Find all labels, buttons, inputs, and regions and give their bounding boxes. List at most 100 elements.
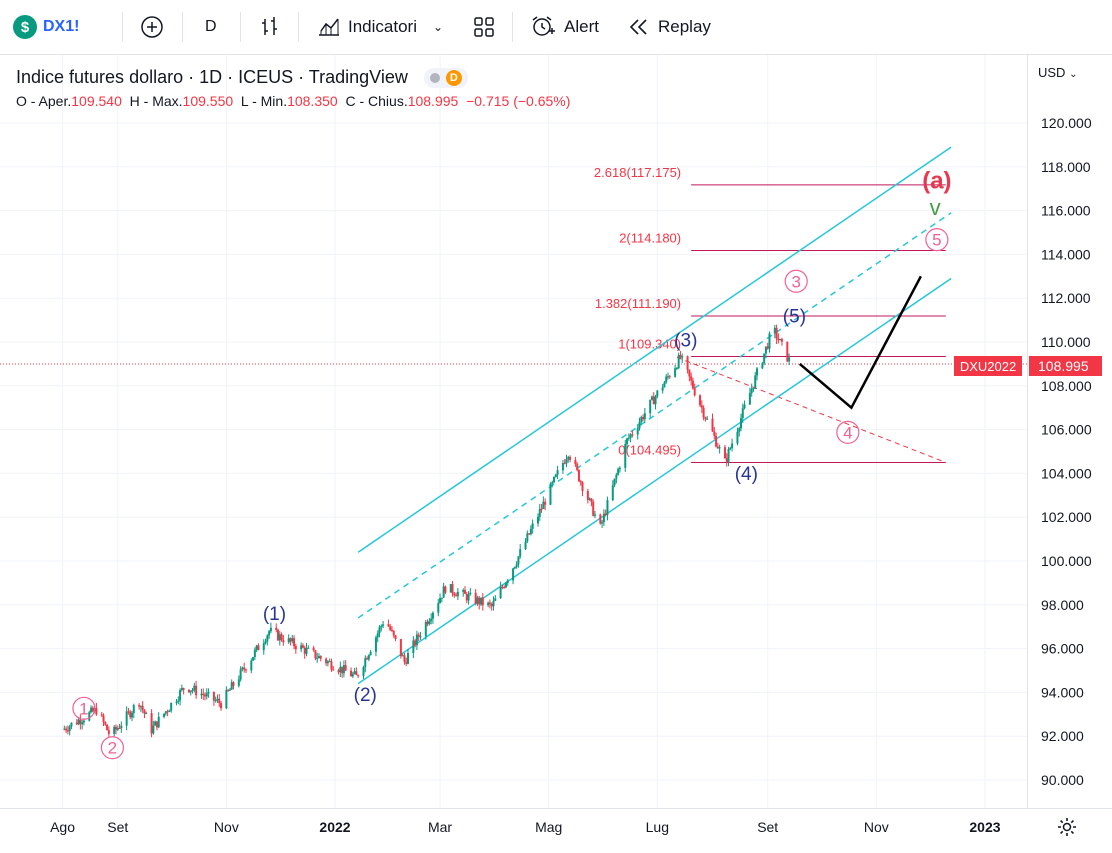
candle-up: [750, 388, 753, 394]
candle-up: [193, 685, 196, 690]
candle-up: [225, 689, 228, 709]
candle-up: [200, 693, 203, 696]
indicators-button[interactable]: Indicatori ⌄: [316, 14, 443, 40]
channel-lower-line: [357, 277, 952, 685]
candle-up: [611, 485, 614, 501]
price-axis: 90.000 92.000 94.000 96.000 98.000 100.000 102…: [1041, 115, 1092, 788]
candle-up: [264, 641, 267, 644]
candle-up: [761, 363, 764, 369]
candle-up: [613, 478, 616, 486]
wave-label-intermediate: (2): [354, 685, 377, 706]
candle-up: [177, 700, 180, 702]
currency-selector[interactable]: USD ⌄: [1038, 65, 1077, 80]
candle-down: [453, 593, 456, 596]
candle-down: [195, 685, 198, 696]
candle-down: [303, 647, 306, 654]
candle-up: [538, 508, 541, 517]
price-tick-label: 96.000: [1041, 641, 1084, 657]
candle-up: [378, 627, 381, 634]
candle-up: [269, 627, 272, 632]
candle-down: [202, 693, 205, 696]
close-value: 108.995: [407, 93, 459, 109]
candle-up: [531, 523, 534, 529]
candle-down: [325, 658, 328, 664]
wave-circle: [72, 696, 96, 720]
parallel-channel: [357, 146, 952, 685]
wave-circle: [100, 736, 125, 760]
interval-button[interactable]: D: [205, 18, 217, 35]
candle-down: [713, 431, 716, 436]
candle-down: [780, 339, 783, 342]
chart-type-button[interactable]: [258, 14, 282, 40]
price-tick-label: 116.000: [1041, 203, 1091, 219]
compare-button[interactable]: [140, 14, 164, 40]
price-tick-label: 110.000: [1041, 334, 1091, 350]
fib-level-label: 2(114.180): [619, 230, 681, 245]
candle-down: [143, 709, 146, 714]
candle-up: [180, 688, 183, 691]
candle-down: [389, 626, 392, 630]
candle-up: [424, 621, 427, 637]
candle-up: [456, 591, 459, 597]
time-tick-label: 2023: [969, 819, 1000, 835]
toolbar-divider: [122, 12, 123, 42]
chevron-down-icon[interactable]: ⌄: [432, 20, 444, 34]
time-tick-label: Mag: [535, 819, 562, 835]
layouts-button[interactable]: [473, 14, 495, 40]
candle-down: [65, 728, 68, 731]
candle-up: [189, 690, 192, 693]
candle-up: [88, 712, 91, 721]
price-tick-label: 98.000: [1041, 597, 1084, 613]
replay-button[interactable]: Replay: [628, 14, 711, 40]
candle-up: [68, 726, 71, 732]
fib-level-label: 0(104.495): [618, 443, 681, 458]
fib-level-label: 1(109.340): [618, 336, 681, 351]
candle-up: [179, 690, 182, 701]
candle-down: [95, 707, 98, 715]
candle-down: [503, 587, 506, 589]
candle-down: [405, 661, 408, 664]
candle-up: [663, 382, 666, 388]
candle-up: [374, 637, 377, 652]
candle-down: [182, 688, 185, 690]
candle-down: [786, 341, 789, 362]
candle-up: [556, 470, 559, 475]
plus-circle-icon: [141, 16, 163, 38]
candle-up: [437, 603, 440, 613]
candle-down: [463, 589, 466, 594]
replay-label: Replay: [658, 17, 711, 36]
price-chart[interactable]: 2.618(117.175)2(114.180)1.382(111.190)1(…: [0, 55, 1112, 853]
candle-down: [775, 327, 778, 339]
candle-down: [652, 396, 655, 405]
candle-up: [654, 396, 657, 405]
price-tick-label: 108.000: [1041, 378, 1092, 394]
candle-up: [367, 655, 370, 660]
candle-up: [168, 710, 171, 712]
candle-up: [419, 636, 422, 638]
candle-up: [430, 618, 433, 621]
candle-up: [681, 356, 684, 358]
candle-down: [592, 501, 595, 516]
candle-up: [551, 482, 554, 484]
candle-up: [748, 393, 751, 405]
candle-up: [70, 722, 73, 727]
symbol-label: DX1!: [43, 18, 80, 35]
legend-toggle[interactable]: D: [423, 67, 468, 88]
candle-up: [627, 437, 630, 439]
close-label: C - Chius.: [345, 93, 408, 109]
candle-up: [120, 725, 123, 729]
candle-up: [624, 444, 627, 468]
candle-up: [90, 707, 93, 713]
candle-up: [499, 587, 502, 599]
alert-button[interactable]: Alert: [530, 14, 599, 40]
candle-up: [492, 600, 495, 607]
candle-down: [337, 670, 340, 673]
candle-up: [230, 682, 233, 690]
candle-up: [626, 438, 629, 445]
candle-up: [553, 476, 556, 483]
candle-up: [250, 660, 253, 671]
candle-down: [590, 498, 593, 502]
symbol-search-button[interactable]: $ DX1!: [13, 14, 79, 40]
candle-up: [741, 408, 744, 419]
chart-settings-button[interactable]: [1056, 816, 1078, 843]
